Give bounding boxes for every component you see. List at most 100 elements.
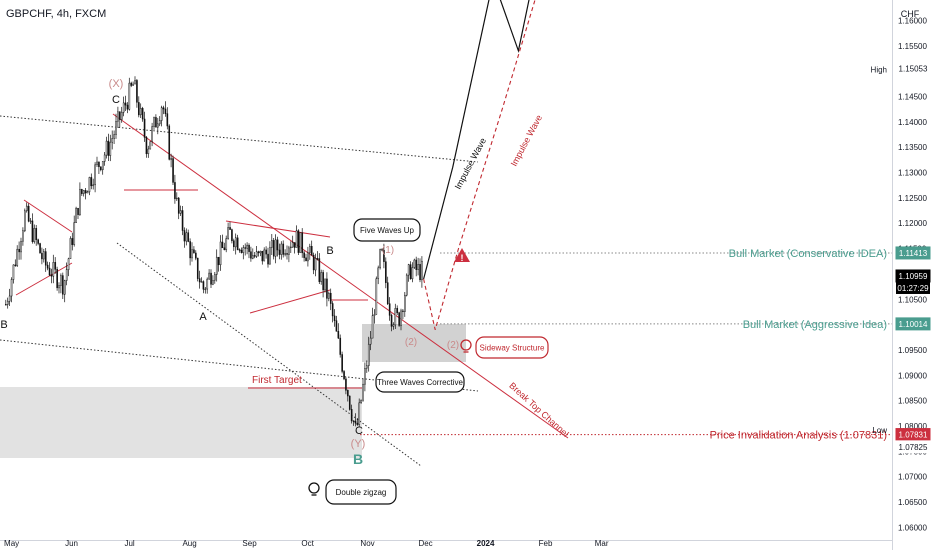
double-zigzag-box[interactable] <box>325 479 397 505</box>
candle-body <box>151 126 153 142</box>
candle-body <box>225 238 228 251</box>
wave-label-b-mid: B <box>326 245 333 257</box>
candle-body <box>371 315 374 339</box>
candle-body <box>328 292 330 299</box>
candle-body <box>50 274 53 277</box>
candle-body <box>120 111 123 120</box>
candle-body <box>299 232 302 253</box>
y-tick-label: 1.10500 <box>898 295 927 304</box>
x-tick-label: Jun <box>65 539 78 548</box>
candle-body <box>231 229 233 242</box>
candle-body <box>356 422 359 425</box>
tag-high: 1.15053 <box>899 64 928 73</box>
projection-red <box>423 0 536 330</box>
candle-body <box>373 314 376 316</box>
candle-body <box>10 279 13 297</box>
currency-label: CHF <box>901 9 920 19</box>
triangle2-upper <box>225 220 331 238</box>
candle-body <box>276 239 279 251</box>
sideway-structure-box[interactable] <box>475 336 549 359</box>
candle-body <box>48 267 51 276</box>
candle-body <box>348 395 351 410</box>
y-tick-label: 1.06500 <box>898 498 927 507</box>
candle-body <box>271 240 273 248</box>
candle-body <box>132 83 134 86</box>
y-tick-label: 1.09500 <box>898 346 927 355</box>
candle-body <box>20 241 22 253</box>
candle-body <box>215 256 218 275</box>
candle-body <box>219 241 222 266</box>
candle-body <box>208 272 210 280</box>
candle-body <box>229 227 231 230</box>
candle-body <box>398 312 400 326</box>
y-tick-label: 1.12500 <box>898 194 927 203</box>
x-tick-label: Mar <box>595 539 609 548</box>
candle-body <box>419 264 421 281</box>
candle-body <box>122 102 125 113</box>
candle-body <box>86 191 89 194</box>
candle-body <box>369 337 372 345</box>
y-tick-label: 1.13500 <box>898 143 927 152</box>
candle-body <box>392 324 395 327</box>
candle-body <box>130 82 133 86</box>
candle-body <box>204 288 207 291</box>
candle-body <box>322 272 324 291</box>
candle-body <box>309 246 311 253</box>
candle-body <box>145 137 148 155</box>
candle-body <box>44 251 47 266</box>
first-target-zone <box>0 387 362 458</box>
candle-body <box>301 232 304 254</box>
wave-label-c-top: C <box>112 94 120 106</box>
candle-body <box>139 108 142 116</box>
x-tick-label: Nov <box>360 539 374 548</box>
candle-body <box>56 269 58 289</box>
candle-body <box>63 280 66 295</box>
candle-body <box>263 249 266 262</box>
candle-body <box>189 241 191 259</box>
candle-body <box>331 303 334 317</box>
three-waves-corrective-text: Three Waves Corrective <box>377 378 464 387</box>
three-waves-corrective-box[interactable] <box>375 371 465 393</box>
candle-body <box>172 158 174 183</box>
candle-body <box>265 249 267 255</box>
candle-body <box>16 248 19 266</box>
candle-body <box>407 264 410 276</box>
candle-body <box>383 250 385 262</box>
candle-body <box>405 274 408 296</box>
wave-label-b-big: B <box>353 451 363 467</box>
y-tick-label: 1.09000 <box>898 371 927 380</box>
candle-body <box>124 102 127 106</box>
candle-body <box>364 368 366 385</box>
candle-body <box>339 337 342 355</box>
candle-body <box>43 251 45 260</box>
candle-body <box>259 250 262 254</box>
candle-body <box>202 281 205 290</box>
y-tick-label: 1.08000 <box>898 422 927 431</box>
candle-body <box>291 242 294 248</box>
candle-body <box>295 230 298 248</box>
candle-body <box>253 255 256 257</box>
candle-body <box>54 262 57 270</box>
warning-icon <box>454 248 470 262</box>
candle-body <box>286 253 288 255</box>
candle-body <box>261 250 264 262</box>
x-tick-label: Jul <box>124 539 134 548</box>
five-waves-up-box[interactable] <box>353 218 421 242</box>
y-tick-label: 1.06000 <box>898 523 927 532</box>
candle-body <box>318 258 321 282</box>
candle-body <box>170 158 172 160</box>
tag-bull-conservative: 1.11413 <box>899 249 928 258</box>
candle-body <box>409 264 412 280</box>
candle-body <box>358 402 361 425</box>
break-top-channel-line <box>112 113 569 439</box>
candle-body <box>310 246 313 256</box>
candle-body <box>62 275 64 295</box>
candle-body <box>126 104 129 110</box>
candle-body <box>164 108 167 114</box>
candle-body <box>413 259 416 268</box>
candle-body <box>400 310 402 326</box>
tag-last-price: 1.10959 <box>899 272 928 281</box>
candle-body <box>350 409 353 422</box>
